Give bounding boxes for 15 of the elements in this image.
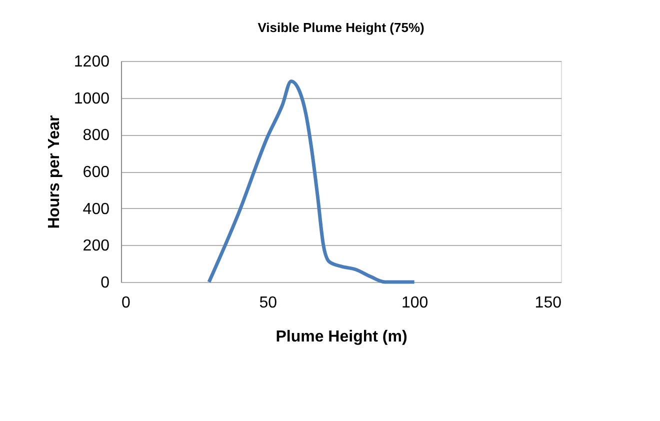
y-tick-label: 600 [82,164,110,181]
x-tick-label: 100 [401,294,428,312]
x-tick-label: 0 [122,294,130,312]
y-tick-label: 1000 [74,90,110,108]
x-tick-label: 150 [534,294,562,312]
x-axis-title: Plume Height (m) [276,328,408,346]
x-tick-label: 50 [259,294,278,312]
y-tick-label: 0 [100,274,110,292]
y-tick-label: 800 [82,127,110,144]
line-series [207,80,416,284]
chart-title: Visible Plume Height (75%) [258,20,424,35]
y-tick-label: 400 [82,200,110,218]
y-tick-label: 1200 [74,54,110,70]
y-tick-label: 200 [82,238,110,255]
y-axis-title: Hours per Year [46,115,63,229]
